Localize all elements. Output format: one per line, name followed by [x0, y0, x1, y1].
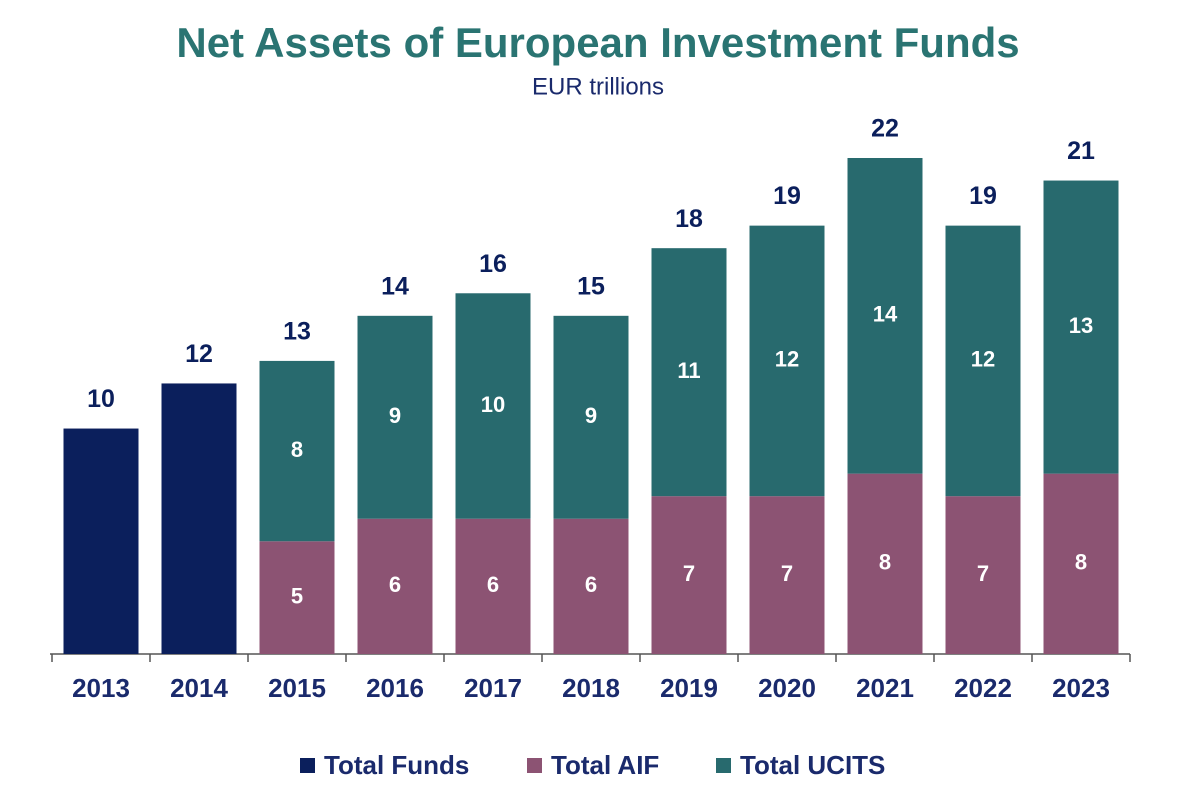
segment-label: 6 — [487, 572, 499, 597]
total-label: 19 — [773, 182, 801, 210]
bar-segment — [651, 496, 727, 654]
bar-segment — [1043, 180, 1119, 474]
x-tick-label: 2018 — [562, 673, 620, 703]
legend-swatch — [716, 758, 731, 773]
total-label: 19 — [969, 182, 997, 210]
segment-label: 7 — [683, 561, 695, 586]
segment-label: 7 — [781, 561, 793, 586]
x-tick-label: 2016 — [366, 673, 424, 703]
bar-segment — [357, 518, 433, 654]
segment-label: 6 — [389, 572, 401, 597]
bar-segment — [847, 158, 923, 474]
legend-label: Total Funds — [324, 750, 469, 780]
bar-segment — [259, 541, 335, 654]
segment-label: 8 — [879, 550, 891, 575]
legend-label: Total AIF — [551, 750, 659, 780]
x-tick-label: 2013 — [72, 673, 130, 703]
bar-segment — [1043, 473, 1119, 654]
bar-segment — [553, 518, 629, 654]
segment-label: 13 — [1069, 313, 1093, 338]
bar-segment — [651, 248, 727, 497]
total-label: 10 — [87, 385, 115, 413]
x-tick-label: 2021 — [856, 673, 914, 703]
bar-segment — [455, 293, 531, 519]
segment-label: 7 — [977, 561, 989, 586]
segment-label: 14 — [873, 302, 898, 327]
legend-swatch — [300, 758, 315, 773]
segment-label: 9 — [389, 403, 401, 428]
x-tick-label: 2019 — [660, 673, 718, 703]
chart-subtitle: EUR trillions — [532, 73, 664, 100]
bar-segment — [945, 496, 1021, 654]
bar-segment — [259, 360, 335, 542]
bar-segment — [847, 473, 923, 654]
total-label: 13 — [283, 318, 311, 346]
total-label: 12 — [185, 340, 213, 368]
total-label: 18 — [675, 205, 703, 233]
segment-label: 5 — [291, 583, 303, 608]
segment-label: 6 — [585, 572, 597, 597]
segment-label: 9 — [585, 403, 597, 428]
bar-segment — [553, 315, 629, 519]
x-tick-label: 2015 — [268, 673, 326, 703]
segment-label: 10 — [481, 392, 505, 417]
bar-segment — [749, 496, 825, 654]
total-label: 21 — [1067, 137, 1095, 165]
bar-segment — [63, 428, 139, 654]
bar-segment — [749, 225, 825, 497]
total-label: 22 — [871, 115, 899, 143]
total-label: 14 — [381, 272, 409, 300]
total-label: 15 — [577, 272, 605, 300]
segment-label: 8 — [1075, 550, 1087, 575]
x-tick-label: 2023 — [1052, 673, 1110, 703]
total-label: 16 — [479, 250, 507, 278]
segment-label: 12 — [775, 347, 799, 372]
bar-segment — [455, 518, 531, 654]
x-tick-label: 2022 — [954, 673, 1012, 703]
segment-label: 11 — [677, 358, 700, 383]
x-tick-label: 2020 — [758, 673, 816, 703]
bar-segment — [357, 315, 433, 519]
legend-label: Total UCITS — [740, 750, 885, 780]
x-tick-label: 2014 — [170, 673, 228, 703]
segment-label: 12 — [971, 347, 995, 372]
x-tick-label: 2017 — [464, 673, 522, 703]
legend-swatch — [527, 758, 542, 773]
segment-label: 8 — [291, 437, 303, 462]
bar-segment — [161, 383, 237, 654]
chart-title: Net Assets of European Investment Funds — [176, 19, 1019, 66]
bar-segment — [945, 225, 1021, 497]
